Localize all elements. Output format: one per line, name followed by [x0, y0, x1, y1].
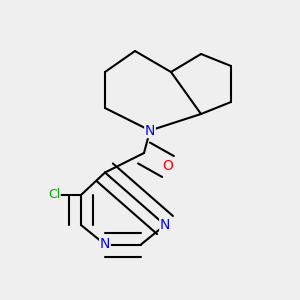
- Text: N: N: [145, 124, 155, 137]
- Text: Cl: Cl: [48, 188, 60, 202]
- Text: N: N: [100, 238, 110, 251]
- Text: N: N: [160, 218, 170, 232]
- Text: O: O: [163, 160, 173, 173]
